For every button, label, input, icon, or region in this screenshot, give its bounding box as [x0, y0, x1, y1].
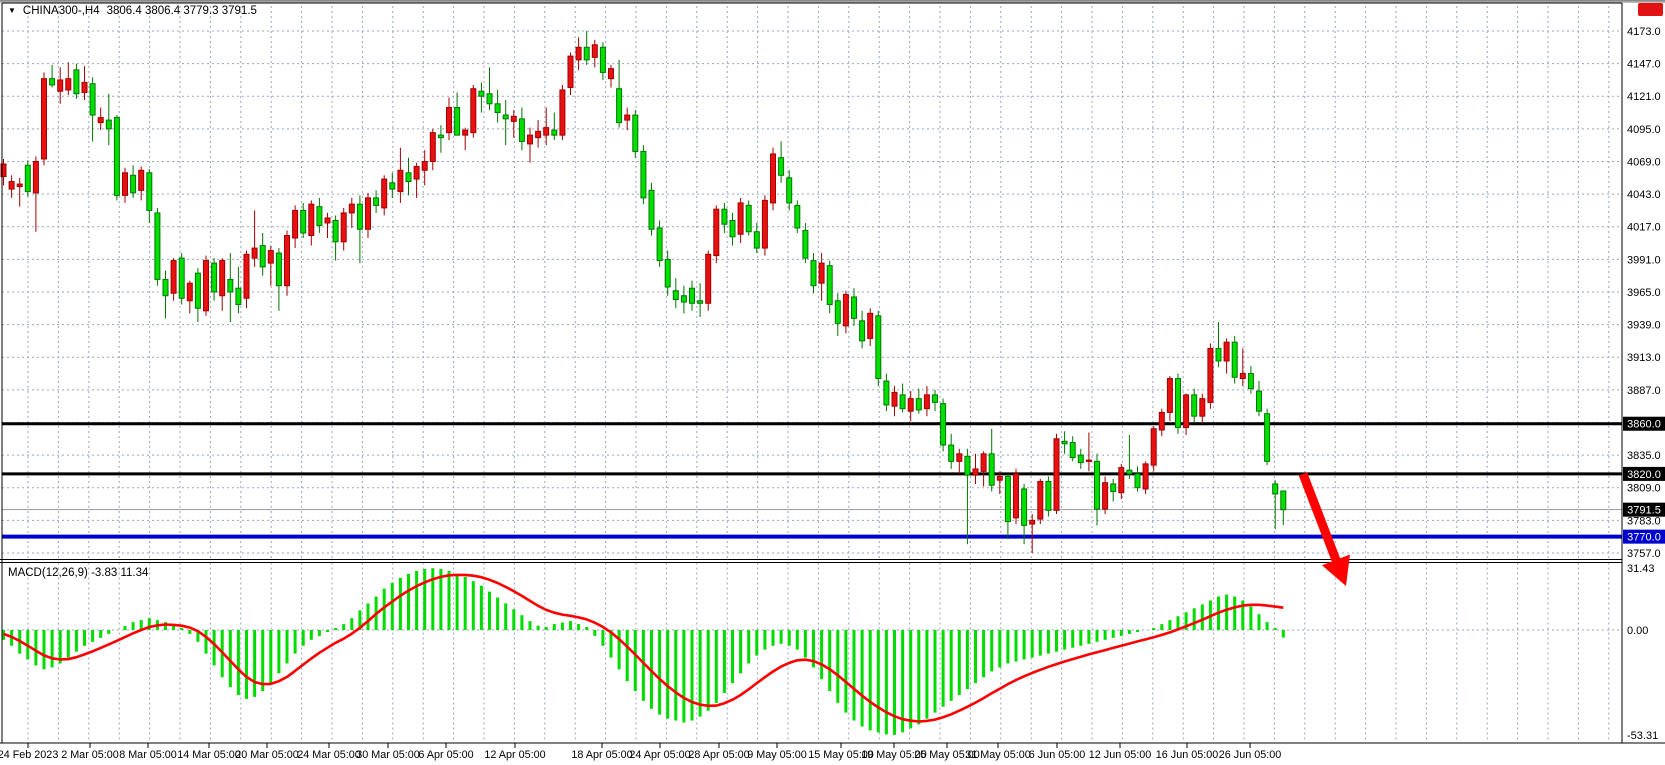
- svg-text:9 May 05:00: 9 May 05:00: [747, 749, 806, 761]
- macd-label: MACD(12,26,9) -3.83 11.34: [8, 567, 149, 579]
- border-layer: [0, 2, 1665, 744]
- svg-text:3860.0: 3860.0: [1627, 419, 1661, 431]
- svg-text:3820.0: 3820.0: [1627, 469, 1661, 481]
- price-axis: 4173.0 4147.0 4121.0 4095.0 4069.0 4043.0 4017…: [1623, 26, 1665, 560]
- svg-text:24 Apr 05:00: 24 Apr 05:00: [629, 749, 690, 761]
- svg-text:28 Apr 05:00: 28 Apr 05:00: [688, 749, 749, 761]
- svg-text:6 Apr 05:00: 6 Apr 05:00: [418, 749, 473, 761]
- svg-text:19 May 05:00: 19 May 05:00: [861, 749, 926, 761]
- svg-text:24 Feb 2023: 24 Feb 2023: [0, 749, 58, 761]
- svg-text:3939.0: 3939.0: [1627, 320, 1661, 332]
- svg-text:4147.0: 4147.0: [1627, 59, 1661, 71]
- svg-text:4069.0: 4069.0: [1627, 156, 1661, 168]
- candlestick-layer: [0, 31, 1287, 553]
- svg-text:2 Mar 05:00: 2 Mar 05:00: [61, 749, 119, 761]
- svg-text:20 Mar 05:00: 20 Mar 05:00: [235, 749, 299, 761]
- hline-layer: [2, 422, 1622, 539]
- svg-text:15 May 05:00: 15 May 05:00: [808, 749, 873, 761]
- svg-text:-53.31: -53.31: [1627, 730, 1658, 742]
- svg-text:8 Mar 05:00: 8 Mar 05:00: [119, 749, 177, 761]
- svg-text:4043.0: 4043.0: [1627, 189, 1661, 201]
- svg-text:3770.0: 3770.0: [1627, 532, 1661, 544]
- svg-text:3809.0: 3809.0: [1627, 483, 1661, 495]
- svg-text:6 Jun 05:00: 6 Jun 05:00: [1029, 749, 1085, 761]
- svg-text:3783.0: 3783.0: [1627, 515, 1661, 527]
- window-top-edge: [0, 0, 1665, 3]
- svg-text:18 Apr 05:00: 18 Apr 05:00: [571, 749, 632, 761]
- symbol-header: ▼ CHINA300-,H4 3806.4 3806.4 3779.3 3791…: [8, 5, 257, 17]
- svg-text:4095.0: 4095.0: [1627, 124, 1661, 136]
- svg-text:26 Jun 05:00: 26 Jun 05:00: [1219, 749, 1281, 761]
- ohlc-quote-label: 3806.4 3806.4 3779.3 3791.5: [106, 5, 257, 17]
- svg-text:3913.0: 3913.0: [1627, 352, 1661, 364]
- svg-text:12 Jun 05:00: 12 Jun 05:00: [1089, 749, 1151, 761]
- svg-text:31.43: 31.43: [1627, 563, 1655, 575]
- svg-text:31 May 05:00: 31 May 05:00: [965, 749, 1030, 761]
- svg-text:24 Mar 05:00: 24 Mar 05:00: [297, 749, 361, 761]
- record-marker: [1638, 3, 1663, 16]
- svg-text:16 Jun 05:00: 16 Jun 05:00: [1156, 749, 1218, 761]
- svg-text:4017.0: 4017.0: [1627, 222, 1661, 234]
- time-axis: 24 Feb 2023 2 Mar 05:00 8 Mar 05:00 14 Mar …: [0, 743, 1281, 761]
- down-arrow-annotation: [1298, 472, 1350, 586]
- svg-text:25 May 05:00: 25 May 05:00: [914, 749, 979, 761]
- svg-text:12 Apr 05:00: 12 Apr 05:00: [484, 749, 545, 761]
- svg-text:30 Mar 05:00: 30 Mar 05:00: [356, 749, 420, 761]
- svg-text:3965.0: 3965.0: [1627, 287, 1661, 299]
- svg-text:3757.0: 3757.0: [1627, 548, 1661, 560]
- macd-axis: 31.43 0.00 -53.31: [1627, 563, 1658, 742]
- svg-text:3791.5: 3791.5: [1627, 505, 1661, 517]
- svg-text:14 Mar 05:00: 14 Mar 05:00: [177, 749, 241, 761]
- svg-text:4121.0: 4121.0: [1627, 91, 1661, 103]
- svg-text:4173.0: 4173.0: [1627, 26, 1661, 38]
- svg-text:0.00: 0.00: [1627, 625, 1648, 637]
- symbol-dropdown-icon[interactable]: ▼: [8, 6, 16, 15]
- svg-text:3835.0: 3835.0: [1627, 450, 1661, 462]
- symbol-period-label: CHINA300-,H4: [22, 5, 100, 17]
- svg-text:3991.0: 3991.0: [1627, 254, 1661, 266]
- svg-text:3887.0: 3887.0: [1627, 385, 1661, 397]
- macd-layer: [2, 568, 1285, 735]
- macd-indicator-label: MACD(12,26,9) -3.83 11.34: [8, 567, 149, 579]
